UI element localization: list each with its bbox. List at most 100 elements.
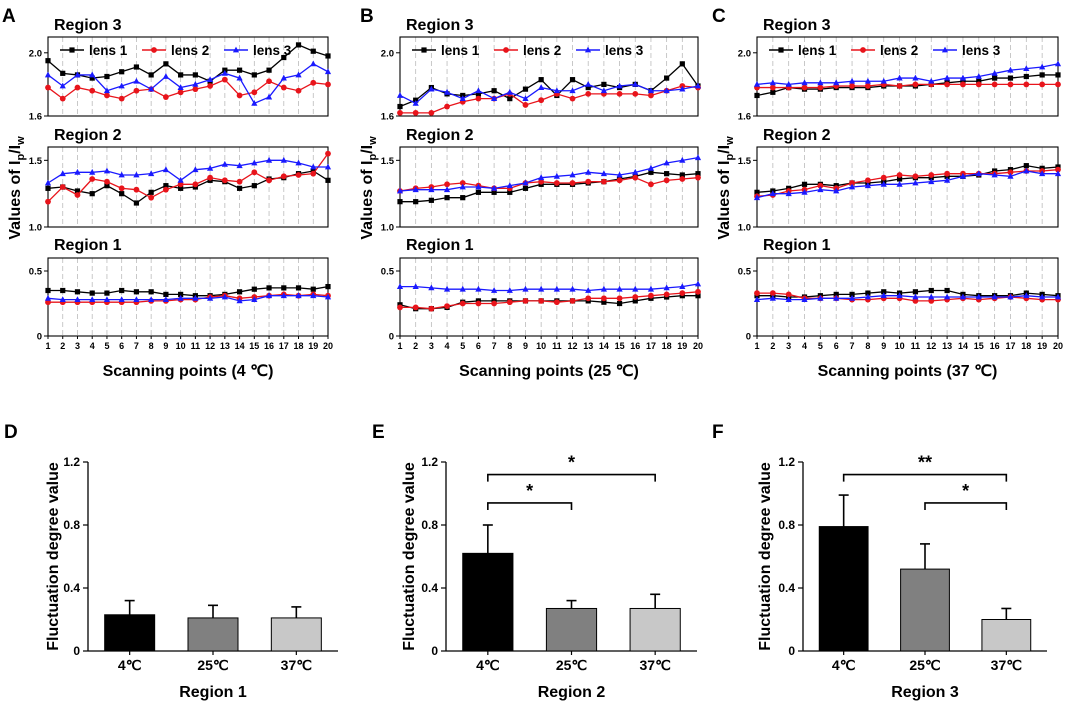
data-point bbox=[133, 64, 140, 70]
data-point bbox=[236, 92, 243, 99]
x-axis-title: Scanning points (4 ℃) bbox=[103, 363, 274, 380]
significance-bracket bbox=[924, 502, 1008, 510]
data-point bbox=[163, 291, 169, 297]
y-tick-label: 0.8 bbox=[63, 518, 80, 532]
y-tick-label: 0 bbox=[431, 644, 438, 658]
line-panel-A: A Region 31.62.0 lens 1 lens 2 lens 3Region … bbox=[2, 6, 333, 380]
data-point bbox=[280, 84, 287, 91]
data-point bbox=[207, 164, 214, 171]
data-point bbox=[912, 81, 919, 88]
data-point bbox=[444, 181, 450, 188]
series-lens-2 bbox=[397, 288, 701, 312]
region-subplot: Region 1 0 0.5 bbox=[29, 237, 332, 343]
data-point bbox=[864, 293, 871, 300]
data-point bbox=[753, 296, 761, 302]
data-point bbox=[928, 172, 935, 178]
x-tick-label: 10 bbox=[895, 341, 905, 351]
data-point bbox=[459, 300, 466, 307]
data-point bbox=[801, 296, 808, 302]
data-point bbox=[221, 76, 228, 83]
data-point bbox=[553, 180, 560, 186]
x-tick-label: 25℃ bbox=[197, 657, 229, 673]
x-tick-label: 16 bbox=[990, 341, 1000, 351]
data-point bbox=[506, 88, 513, 95]
y-tick-label: 1.6 bbox=[29, 112, 42, 123]
data-point bbox=[44, 179, 52, 186]
data-point bbox=[817, 84, 824, 91]
data-point bbox=[428, 284, 435, 291]
data-point bbox=[444, 195, 450, 201]
region-title: Region 1 bbox=[54, 237, 122, 254]
data-point bbox=[801, 79, 808, 86]
x-tick-label: 19 bbox=[308, 341, 318, 351]
data-point bbox=[192, 86, 199, 93]
data-point bbox=[133, 77, 140, 84]
x-tick-label: 25℃ bbox=[556, 657, 588, 673]
data-point bbox=[585, 168, 592, 175]
data-point bbox=[769, 294, 776, 301]
data-point bbox=[251, 296, 258, 302]
x-tick-label: 17 bbox=[646, 341, 656, 351]
data-point bbox=[397, 109, 403, 116]
series-lens-3 bbox=[753, 292, 1062, 302]
region-subplot: Region 1 0 0.5 bbox=[381, 237, 702, 343]
data-point bbox=[569, 87, 576, 94]
series-line bbox=[756, 165, 1059, 193]
y-axis-title: Values of Ip/Iw bbox=[7, 136, 27, 240]
data-point bbox=[118, 82, 125, 89]
data-point bbox=[397, 103, 403, 110]
data-point bbox=[865, 290, 871, 296]
data-point bbox=[325, 81, 331, 88]
data-point bbox=[648, 92, 654, 99]
data-point bbox=[491, 95, 498, 102]
x-tick-label: 37℃ bbox=[991, 657, 1023, 673]
plot-frame bbox=[399, 36, 699, 117]
data-point bbox=[833, 187, 840, 194]
x-axis-title: Scanning points (37 ℃) bbox=[818, 363, 998, 380]
x-axis-title: Region 1 bbox=[179, 684, 247, 701]
series-line bbox=[756, 63, 1059, 86]
data-point bbox=[880, 174, 887, 181]
data-point bbox=[396, 187, 404, 194]
data-point bbox=[663, 87, 670, 94]
data-point bbox=[266, 67, 272, 73]
y-tick-label: 0.4 bbox=[778, 581, 795, 595]
data-point bbox=[475, 91, 482, 97]
data-point bbox=[959, 293, 967, 300]
data-point bbox=[896, 172, 903, 178]
data-point bbox=[89, 191, 95, 197]
series-line bbox=[399, 157, 699, 192]
data-point bbox=[103, 296, 111, 302]
x-tick-label: 8 bbox=[149, 341, 154, 351]
data-point bbox=[459, 95, 466, 102]
data-point bbox=[1054, 60, 1062, 67]
data-point bbox=[236, 178, 243, 185]
series-line bbox=[757, 289, 1059, 298]
series-line bbox=[400, 171, 699, 203]
data-point bbox=[89, 75, 95, 81]
x-tick-label: 3 bbox=[429, 341, 434, 351]
data-point bbox=[118, 95, 125, 102]
data-point bbox=[280, 173, 287, 180]
data-point bbox=[221, 177, 228, 184]
data-point bbox=[89, 168, 96, 175]
data-point bbox=[163, 183, 169, 189]
data-point bbox=[207, 76, 214, 83]
y-tick-label: 0.5 bbox=[29, 267, 43, 278]
y-axis-title: Fluctuation degree value bbox=[401, 462, 418, 651]
data-point bbox=[74, 71, 81, 78]
data-point bbox=[295, 159, 302, 166]
data-point bbox=[538, 298, 545, 304]
data-point bbox=[975, 293, 982, 300]
legend: lens 1 lens 2 lens 3 bbox=[769, 43, 1001, 58]
x-tick-label: 12 bbox=[205, 341, 215, 351]
x-tick-label: 8 bbox=[507, 341, 512, 351]
data-point bbox=[44, 294, 52, 301]
data-point bbox=[616, 82, 623, 89]
data-point bbox=[648, 292, 654, 299]
data-point bbox=[45, 185, 51, 191]
data-point bbox=[45, 299, 51, 306]
y-tick-label: 0 bbox=[788, 644, 795, 658]
data-point bbox=[491, 184, 498, 191]
